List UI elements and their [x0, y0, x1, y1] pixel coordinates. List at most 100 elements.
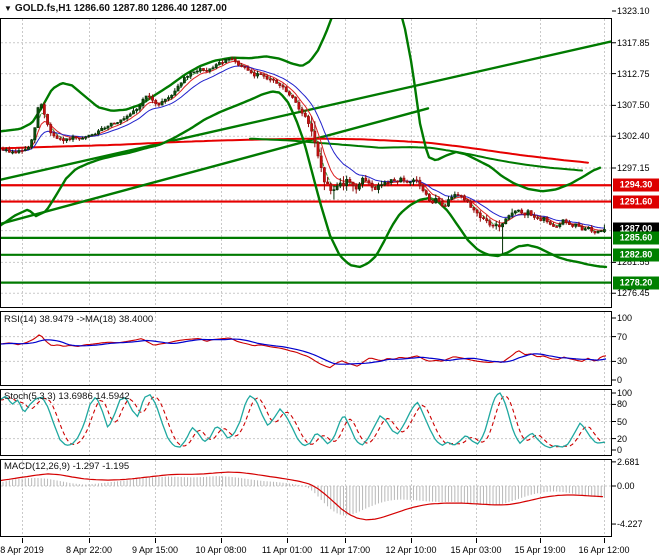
candle-body: [202, 68, 205, 71]
candle-body: [81, 138, 84, 140]
candle-body: [77, 137, 81, 140]
candle-body: [424, 190, 428, 195]
candle-body: [33, 127, 37, 141]
candle-body: [300, 108, 304, 114]
candle-body: [62, 138, 65, 142]
candle-body: [189, 72, 193, 77]
candle-body: [351, 181, 355, 187]
indicator-axis-label: 0.00: [617, 481, 635, 491]
candle-body: [243, 66, 247, 68]
candle-body: [329, 183, 333, 191]
candle-body: [520, 209, 524, 214]
candle-body: [90, 134, 94, 136]
candle-body: [147, 95, 151, 98]
price-axis-label: 1312.75: [617, 68, 650, 79]
rsi-panel-border: [0, 311, 612, 386]
candle-body: [224, 58, 228, 64]
candle-body: [475, 209, 479, 214]
candle-body: [348, 179, 352, 183]
candle-body: [577, 223, 581, 227]
candle-body: [319, 155, 323, 168]
indicator-axis-label: 0: [617, 375, 623, 385]
candle-body: [240, 65, 244, 67]
candle-body: [100, 128, 104, 132]
candle-body: [443, 205, 447, 207]
candle-body: [590, 227, 594, 232]
candle-body: [71, 136, 75, 140]
candle-body: [237, 60, 240, 66]
candle-body: [380, 184, 384, 187]
candle-body: [599, 230, 603, 233]
candle-body: [377, 184, 380, 190]
candle-body: [539, 218, 543, 221]
candle-body: [132, 110, 135, 115]
candle-body: [55, 135, 59, 139]
candle-body: [30, 139, 34, 148]
candle-body: [112, 122, 116, 125]
candle-body: [453, 194, 457, 198]
long-green-ma-line: [249, 137, 583, 172]
candle-body: [141, 98, 145, 107]
trendline: [0, 107, 430, 226]
candle-body: [262, 74, 266, 77]
candle-body: [176, 85, 180, 92]
price-axis-label: 1317.85: [617, 37, 650, 48]
candle-body: [192, 71, 196, 74]
candle-body: [447, 199, 450, 207]
candle-body: [221, 62, 224, 64]
candle-body: [583, 228, 587, 231]
candle-body: [405, 180, 409, 183]
candle-body: [456, 194, 460, 196]
candle-body: [364, 177, 368, 181]
candle-body: [488, 220, 492, 226]
candle-body: [103, 127, 107, 130]
candle-body: [510, 212, 514, 216]
price-axis-label: 1323.10: [617, 6, 650, 16]
candle-body: [246, 67, 250, 71]
fast-ma-line: [2, 59, 605, 232]
candle-body: [182, 77, 186, 84]
rsi-indicator-label: RSI(14) 38.9479 ->MA(18) 38.4000: [4, 314, 154, 325]
symbol-dropdown-icon[interactable]: ▼: [4, 4, 12, 13]
candle-body: [307, 116, 310, 124]
candle-body: [482, 217, 485, 219]
candle-body: [342, 182, 345, 187]
price-badge: 1282.80: [613, 248, 659, 262]
candle-body: [421, 185, 425, 192]
price-badge: 1294.30: [613, 178, 659, 192]
candle-body: [431, 200, 434, 204]
candle-body: [151, 96, 154, 101]
candle-body: [574, 223, 578, 227]
indicator-axis-label: -4.227: [617, 519, 643, 530]
indicator-axis-label: 100: [617, 313, 633, 323]
candle-body: [427, 194, 431, 201]
indicator-axis-label: 0: [617, 445, 623, 455]
stoch-k-line: [0, 392, 606, 449]
candle-body: [396, 180, 399, 183]
candle-body: [526, 210, 530, 216]
candle-body: [157, 103, 161, 106]
candle-body: [256, 73, 259, 77]
candle-body: [227, 58, 231, 61]
trendline: [0, 40, 612, 181]
candle-body: [46, 114, 49, 125]
price-axis-label: 1307.50: [617, 100, 650, 111]
candle-body: [434, 198, 438, 204]
indicator-axis-label: 50: [617, 416, 628, 427]
candle-body: [249, 70, 253, 73]
candle-body: [4, 149, 8, 151]
candle-body: [548, 221, 552, 225]
candle-body: [39, 104, 43, 108]
candle-body: [17, 150, 21, 153]
candle-body: [561, 219, 565, 225]
slow-ma-line: [2, 65, 605, 229]
candle-body: [418, 179, 422, 187]
stoch-panel-border: [0, 389, 612, 456]
candle-body: [491, 224, 495, 227]
candle-body: [278, 83, 282, 86]
time-axis-label: 10 Apr 08:00: [195, 545, 247, 555]
candle-body: [478, 212, 482, 218]
time-axis-label: 8 Apr 2019: [0, 545, 44, 555]
candle-body: [65, 138, 69, 142]
